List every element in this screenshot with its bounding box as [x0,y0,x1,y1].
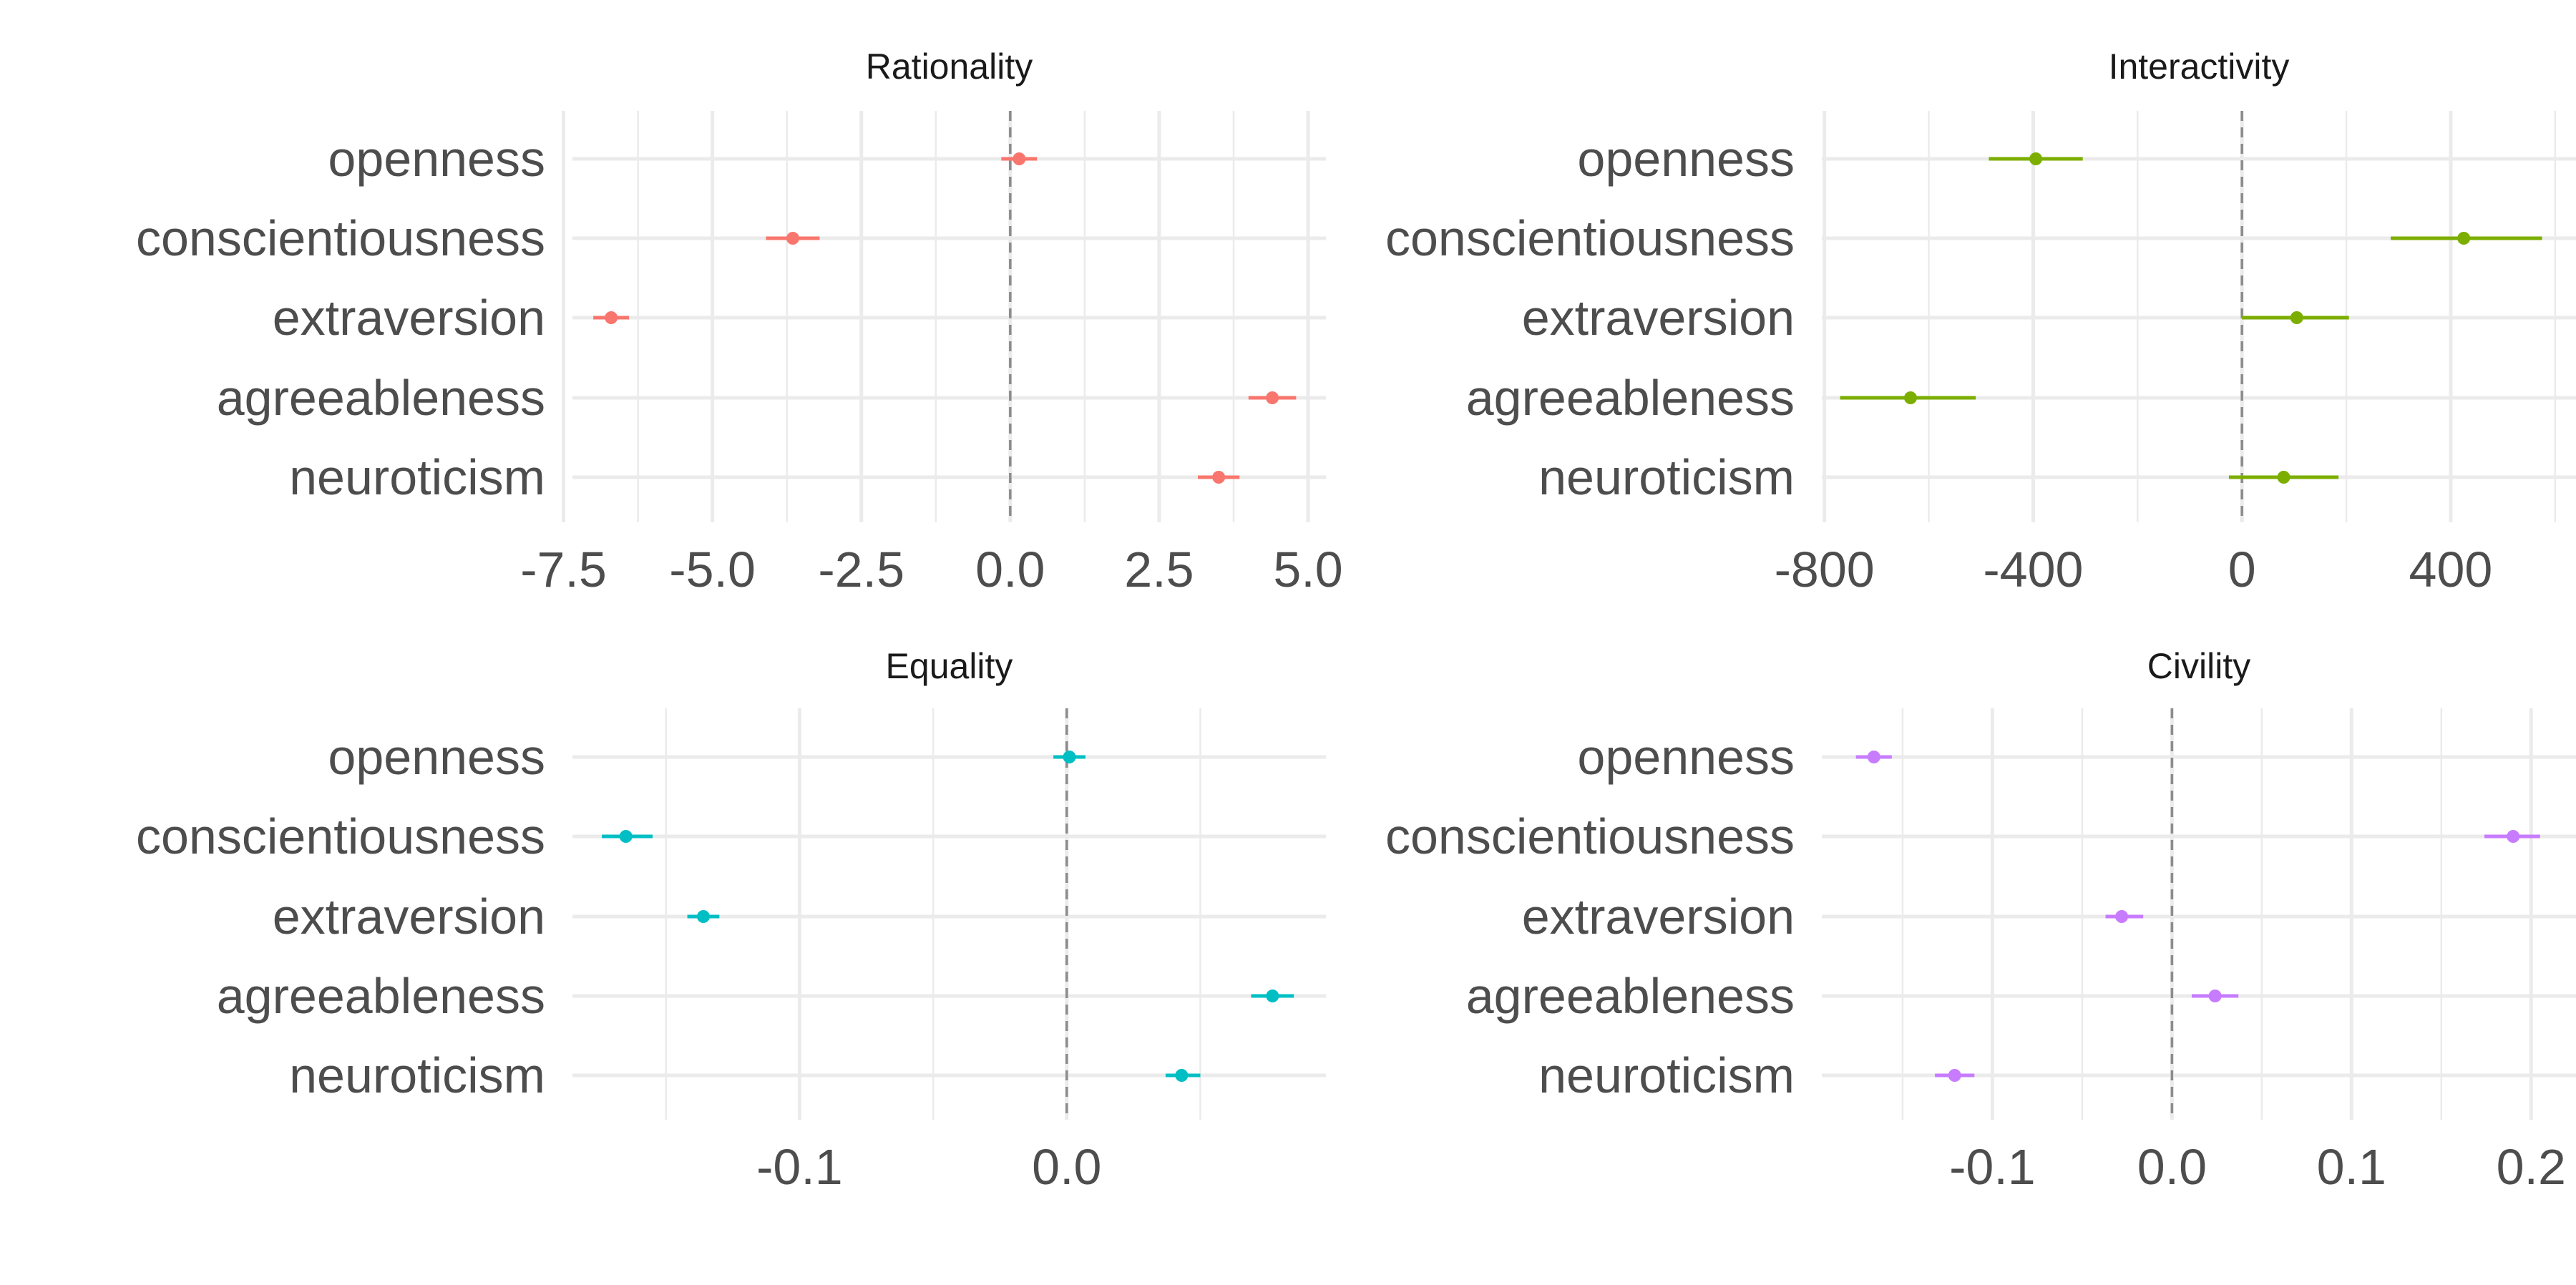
panel-civility: Civility openness conscientiousness extrave… [1385,646,2576,1195]
panel-interactivity: Interactivity openness conscientiousness ex… [1385,47,2576,597]
category-label-openness: openness [328,131,545,187]
estimate-point-openness [2029,152,2043,165]
panel-equality: Equality openness conscientiousness extrave… [136,646,1326,1195]
x-tick-label: 0.0 [1032,1139,1101,1195]
category-label-extraversion: extraversion [273,889,545,944]
estimate-point-neuroticism [1948,1069,1961,1082]
estimate-point-neuroticism [2277,471,2290,484]
category-label-agreeableness: agreeableness [217,968,545,1024]
x-tick-label: -7.5 [520,542,607,597]
panel-title-equality: Equality [886,646,1013,686]
estimate-point-extraversion [2115,910,2129,923]
category-label-conscientiousness: conscientiousness [136,210,545,266]
estimate-point-conscientiousness [619,830,633,843]
x-tick-label: -400 [1983,542,2083,597]
x-tick-label: 5.0 [1273,542,1342,597]
estimate-point-conscientiousness [2507,830,2520,843]
estimate-point-neuroticism [1175,1069,1189,1082]
x-tick-label: 0.1 [2317,1139,2386,1195]
estimate-point-extraversion [2290,311,2303,324]
panel-title-civility: Civility [2147,646,2250,686]
panel-rationality: Rationality openness conscientiousness extr… [136,47,1343,597]
category-label-extraversion: extraversion [1522,889,1795,944]
x-tick-label: 0 [2228,542,2256,597]
estimate-point-agreeableness [1904,391,1917,404]
panel-title-rationality: Rationality [866,47,1033,87]
panel-title-interactivity: Interactivity [2109,47,2290,87]
x-tick-label: 400 [2409,542,2493,597]
x-tick-label: -5.0 [669,542,756,597]
category-label-openness: openness [328,729,545,785]
category-label-conscientiousness: conscientiousness [136,808,545,864]
category-label-conscientiousness: conscientiousness [1385,210,1795,266]
category-label-agreeableness: agreeableness [1466,370,1795,426]
x-tick-label: 0.0 [2137,1139,2207,1195]
x-tick-label: 0.0 [975,542,1045,597]
estimate-point-openness [1867,751,1880,763]
estimate-point-conscientiousness [2457,232,2471,245]
x-tick-label: -800 [1775,542,1875,597]
estimate-point-conscientiousness [786,232,799,245]
estimate-point-openness [1063,751,1076,763]
x-tick-label: -0.1 [1949,1139,2036,1195]
estimate-point-neuroticism [1212,471,1226,484]
x-tick-label: -0.1 [756,1139,843,1195]
category-label-openness: openness [1577,131,1795,187]
category-label-neuroticism: neuroticism [289,449,545,505]
category-label-extraversion: extraversion [1522,290,1795,346]
category-label-agreeableness: agreeableness [217,370,545,426]
category-label-agreeableness: agreeableness [1466,968,1795,1024]
x-tick-label: -2.5 [818,542,904,597]
estimate-point-extraversion [605,311,618,324]
category-label-neuroticism: neuroticism [289,1047,545,1103]
x-tick-label: 0.2 [2497,1139,2566,1195]
estimate-point-agreeableness [2208,990,2222,1002]
category-label-extraversion: extraversion [273,290,545,346]
estimate-point-agreeableness [1266,990,1279,1002]
category-label-openness: openness [1577,729,1795,785]
category-label-conscientiousness: conscientiousness [1385,808,1795,864]
x-tick-label: 2.5 [1124,542,1194,597]
category-label-neuroticism: neuroticism [1538,1047,1795,1103]
category-label-neuroticism: neuroticism [1538,449,1795,505]
estimate-point-agreeableness [1266,391,1279,404]
estimate-point-openness [1013,152,1026,165]
estimate-point-extraversion [696,910,710,923]
